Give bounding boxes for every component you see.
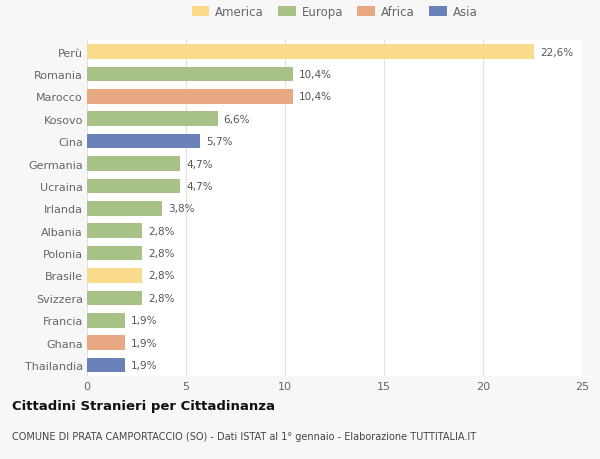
Bar [87, 336, 125, 350]
Bar [87, 358, 125, 372]
Bar [87, 291, 142, 305]
Bar [87, 313, 125, 328]
Text: 22,6%: 22,6% [541, 47, 574, 57]
Text: 1,9%: 1,9% [131, 338, 157, 348]
Text: COMUNE DI PRATA CAMPORTACCIO (SO) - Dati ISTAT al 1° gennaio - Elaborazione TUTT: COMUNE DI PRATA CAMPORTACCIO (SO) - Dati… [12, 431, 476, 442]
Text: 3,8%: 3,8% [168, 204, 194, 214]
Bar [87, 112, 218, 127]
Bar [87, 45, 535, 60]
Text: 1,9%: 1,9% [131, 315, 157, 325]
Text: 1,9%: 1,9% [131, 360, 157, 370]
Text: 2,8%: 2,8% [148, 293, 175, 303]
Bar [87, 179, 180, 194]
Text: 6,6%: 6,6% [224, 114, 250, 124]
Bar [87, 224, 142, 238]
Legend: America, Europa, Africa, Asia: America, Europa, Africa, Asia [189, 4, 480, 21]
Text: 2,8%: 2,8% [148, 248, 175, 258]
Text: 2,8%: 2,8% [148, 226, 175, 236]
Bar [87, 246, 142, 261]
Bar [87, 157, 180, 171]
Text: 5,7%: 5,7% [206, 137, 232, 147]
Bar [87, 67, 293, 82]
Bar [87, 202, 162, 216]
Bar [87, 90, 293, 104]
Text: 10,4%: 10,4% [299, 70, 332, 80]
Text: Cittadini Stranieri per Cittadinanza: Cittadini Stranieri per Cittadinanza [12, 399, 275, 412]
Bar [87, 269, 142, 283]
Text: 4,7%: 4,7% [186, 159, 212, 169]
Bar [87, 134, 200, 149]
Text: 4,7%: 4,7% [186, 181, 212, 191]
Text: 2,8%: 2,8% [148, 271, 175, 281]
Text: 10,4%: 10,4% [299, 92, 332, 102]
